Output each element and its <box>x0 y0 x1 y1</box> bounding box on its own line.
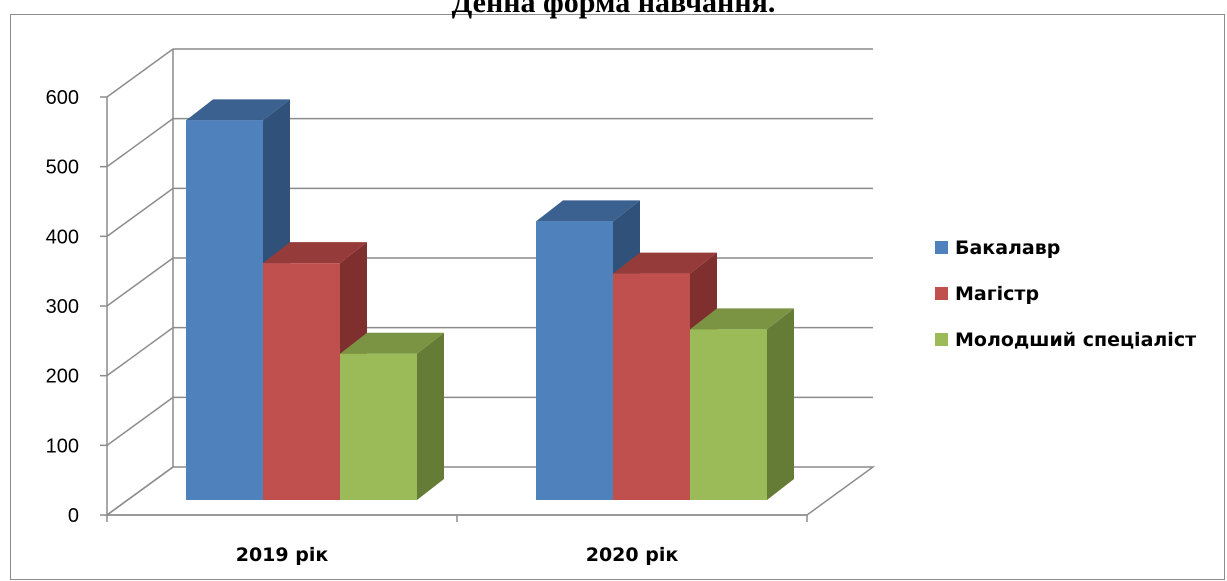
legend-item: Магістр <box>935 283 1039 305</box>
bar-front <box>690 329 767 500</box>
legend-item: Молодший спеціаліст <box>935 329 1196 351</box>
bar-top <box>263 242 367 264</box>
axes <box>100 96 808 522</box>
legend-label: Бакалавр <box>955 237 1060 259</box>
gridline-diagonal <box>106 257 174 307</box>
y-axis-ticks: 0 100 200 300 400 500 600 <box>46 87 79 527</box>
x-category-label: 2019 рік <box>236 544 329 566</box>
bar-top <box>690 308 794 330</box>
bar-top <box>186 99 290 121</box>
bar-top <box>536 200 640 222</box>
x-category-label: 2020 рік <box>586 544 679 566</box>
gridline-diagonal <box>106 396 174 446</box>
legend-item: Бакалавр <box>935 237 1060 259</box>
gridline-diagonal <box>106 118 174 168</box>
bar-front <box>536 221 613 501</box>
y-tick-label: 0 <box>68 505 79 527</box>
bars <box>186 99 794 501</box>
bar <box>690 308 794 500</box>
legend-swatch <box>935 241 948 254</box>
legend-swatch <box>935 333 948 346</box>
bar-side <box>417 332 444 500</box>
gridline-diagonal <box>106 187 174 237</box>
bar <box>340 332 444 500</box>
legend-label: Магістр <box>955 283 1039 305</box>
y-tick-label: 200 <box>46 366 79 388</box>
y-tick-label: 400 <box>46 226 79 248</box>
y-tick-label: 500 <box>46 157 79 179</box>
bar-front <box>263 263 340 500</box>
gridline-diagonal <box>106 48 174 98</box>
bar-side <box>767 308 794 500</box>
bar-top <box>340 332 444 354</box>
bar-front <box>186 120 263 501</box>
legend: Бакалавр Магістр Молодший спеціаліст <box>935 237 1196 351</box>
bar-front <box>613 273 690 500</box>
legend-swatch <box>935 287 948 300</box>
legend-label: Молодший спеціаліст <box>955 329 1196 351</box>
x-axis-categories: 2019 рік 2020 рік <box>236 544 679 566</box>
bar <box>186 99 290 501</box>
chart-title: Денна форма навчання. <box>451 0 776 19</box>
gridline-diagonal <box>106 327 174 377</box>
y-tick-label: 100 <box>46 435 79 457</box>
bar-top <box>613 252 717 274</box>
y-tick-label: 600 <box>46 87 79 109</box>
bar-front <box>340 353 417 500</box>
y-tick-label: 300 <box>46 296 79 318</box>
